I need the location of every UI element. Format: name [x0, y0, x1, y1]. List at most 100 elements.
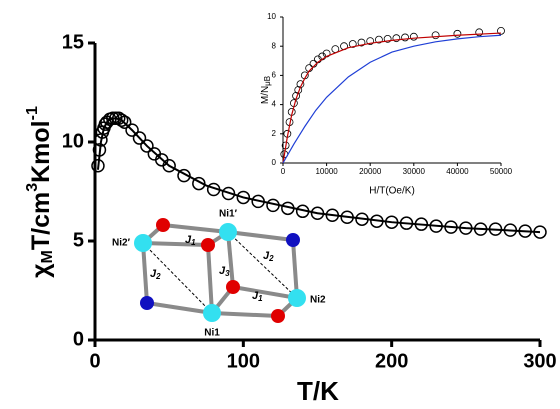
bond — [141, 241, 149, 305]
coupling-index: 1 — [258, 294, 263, 303]
bond — [226, 230, 295, 242]
inset-x-tick-label: 0 — [281, 167, 286, 176]
inset-x-axis-title: H/T(Oe/K) — [369, 186, 415, 197]
fit-line — [96, 117, 541, 234]
x-tick-label: 300 — [523, 350, 556, 372]
inset-data-point — [453, 29, 462, 38]
y-tick-label: 5 — [73, 229, 84, 251]
inset-y-tick-label: 6 — [272, 71, 277, 80]
x-tick-label: 0 — [89, 350, 100, 372]
y-axis-title-part: M — [39, 250, 56, 263]
data-point — [125, 123, 139, 137]
data-point — [177, 168, 191, 183]
inset-x-tick-label: 20000 — [359, 167, 382, 176]
inset-data-point — [497, 26, 505, 35]
inset-fit-line — [282, 34, 502, 164]
atom-label: Ni1 — [204, 328, 220, 339]
inset-y-tick-label: 2 — [272, 129, 277, 138]
nickel-atom — [203, 304, 221, 322]
nitrogen-atom — [140, 296, 154, 310]
coupling-symbol: J — [263, 250, 270, 262]
atom-label: Ni2′ — [112, 238, 131, 249]
inset-x-tick-label: 10000 — [315, 167, 338, 176]
inset-data-point — [375, 35, 383, 44]
x-axis-title: T/K — [297, 376, 339, 406]
coupling-label: J1 — [252, 290, 263, 303]
coupling-index: 2 — [268, 254, 274, 263]
atom-label: Ni2 — [310, 295, 326, 306]
y-axis-title-part: Kmol — [27, 120, 55, 183]
coupling-symbol: J — [185, 234, 192, 246]
inset-fit-line — [282, 32, 502, 164]
y-tick-label: 10 — [62, 130, 84, 152]
oxygen-atom — [271, 309, 285, 323]
inset-data-point — [392, 34, 401, 43]
coupling-index: 2 — [155, 272, 161, 281]
bond — [161, 223, 230, 234]
coupling-index: 1 — [191, 238, 196, 247]
coupling-symbol: J — [150, 268, 157, 280]
bond — [141, 241, 210, 247]
bond — [226, 230, 235, 289]
y-axis-title-part: χ — [27, 263, 55, 278]
inset-data-point — [366, 37, 375, 45]
oxygen-atom — [156, 218, 170, 232]
inset-x-tick-label: 30000 — [403, 167, 426, 176]
coupling-path — [142, 242, 213, 314]
inset-y-axis-title-part: M/N — [260, 86, 271, 104]
inset-y-axis-title-part: μB — [263, 76, 272, 86]
inset-data-point — [348, 40, 357, 48]
x-tick-label: 100 — [227, 350, 260, 372]
data-point — [132, 131, 147, 145]
inset-x-tick-label: 50000 — [490, 167, 513, 176]
atom-label: Ni1′ — [219, 209, 238, 220]
x-tick-label: 200 — [375, 350, 408, 372]
coupling-index: 3 — [225, 269, 230, 278]
y-axis-title-part: -1 — [24, 106, 41, 120]
inset-x-tick-label: 40000 — [446, 167, 469, 176]
coupling-symbol: J — [219, 265, 226, 277]
nitrogen-atom — [286, 233, 300, 247]
coupling-label: J2 — [150, 268, 161, 281]
nickel-atom — [134, 234, 152, 252]
data-point — [91, 159, 105, 173]
inset-y-tick-label: 8 — [272, 41, 277, 50]
y-axis-title-part: T/cm — [27, 192, 55, 250]
coupling-label: J3 — [219, 265, 230, 278]
inset-data-point — [431, 31, 440, 40]
y-tick-label: 0 — [73, 328, 84, 350]
bond — [206, 243, 214, 315]
inset-y-tick-label: 0 — [272, 158, 277, 167]
y-tick-label: 15 — [62, 31, 84, 53]
inset-data-point — [401, 33, 409, 42]
oxygen-atom — [201, 238, 215, 252]
bond — [231, 285, 299, 300]
inset-data-point — [475, 28, 484, 37]
coupling-symbol: J — [252, 290, 259, 302]
coupling-label: J1 — [185, 234, 196, 247]
data-point — [140, 139, 154, 153]
data-point — [117, 115, 132, 129]
inset-data-point — [357, 38, 366, 47]
inset-y-tick-label: 10 — [267, 12, 276, 21]
bond — [291, 238, 299, 300]
bond — [210, 311, 280, 318]
inset-data-point — [409, 32, 418, 41]
inset-y-axis-title: M/NμB — [260, 76, 272, 104]
oxygen-atom — [226, 280, 240, 294]
inset-data-point — [383, 35, 392, 43]
coupling-path — [227, 231, 298, 299]
y-axis-title: χMT/cm3Kmol-1 — [24, 106, 56, 278]
inset-y-tick-label: 4 — [272, 100, 277, 109]
bond — [145, 301, 214, 315]
y-axis-title-part: 3 — [24, 183, 41, 192]
nickel-atom — [288, 289, 306, 307]
nickel-atom — [219, 223, 237, 241]
data-point — [162, 159, 176, 173]
molecule-diagram: Ni1′ Ni2′ Ni1 Ni2 J1 J2 J3 J2 J1 — [112, 209, 326, 339]
data-point — [192, 176, 206, 191]
data-point — [236, 190, 251, 205]
data-point — [221, 186, 236, 201]
